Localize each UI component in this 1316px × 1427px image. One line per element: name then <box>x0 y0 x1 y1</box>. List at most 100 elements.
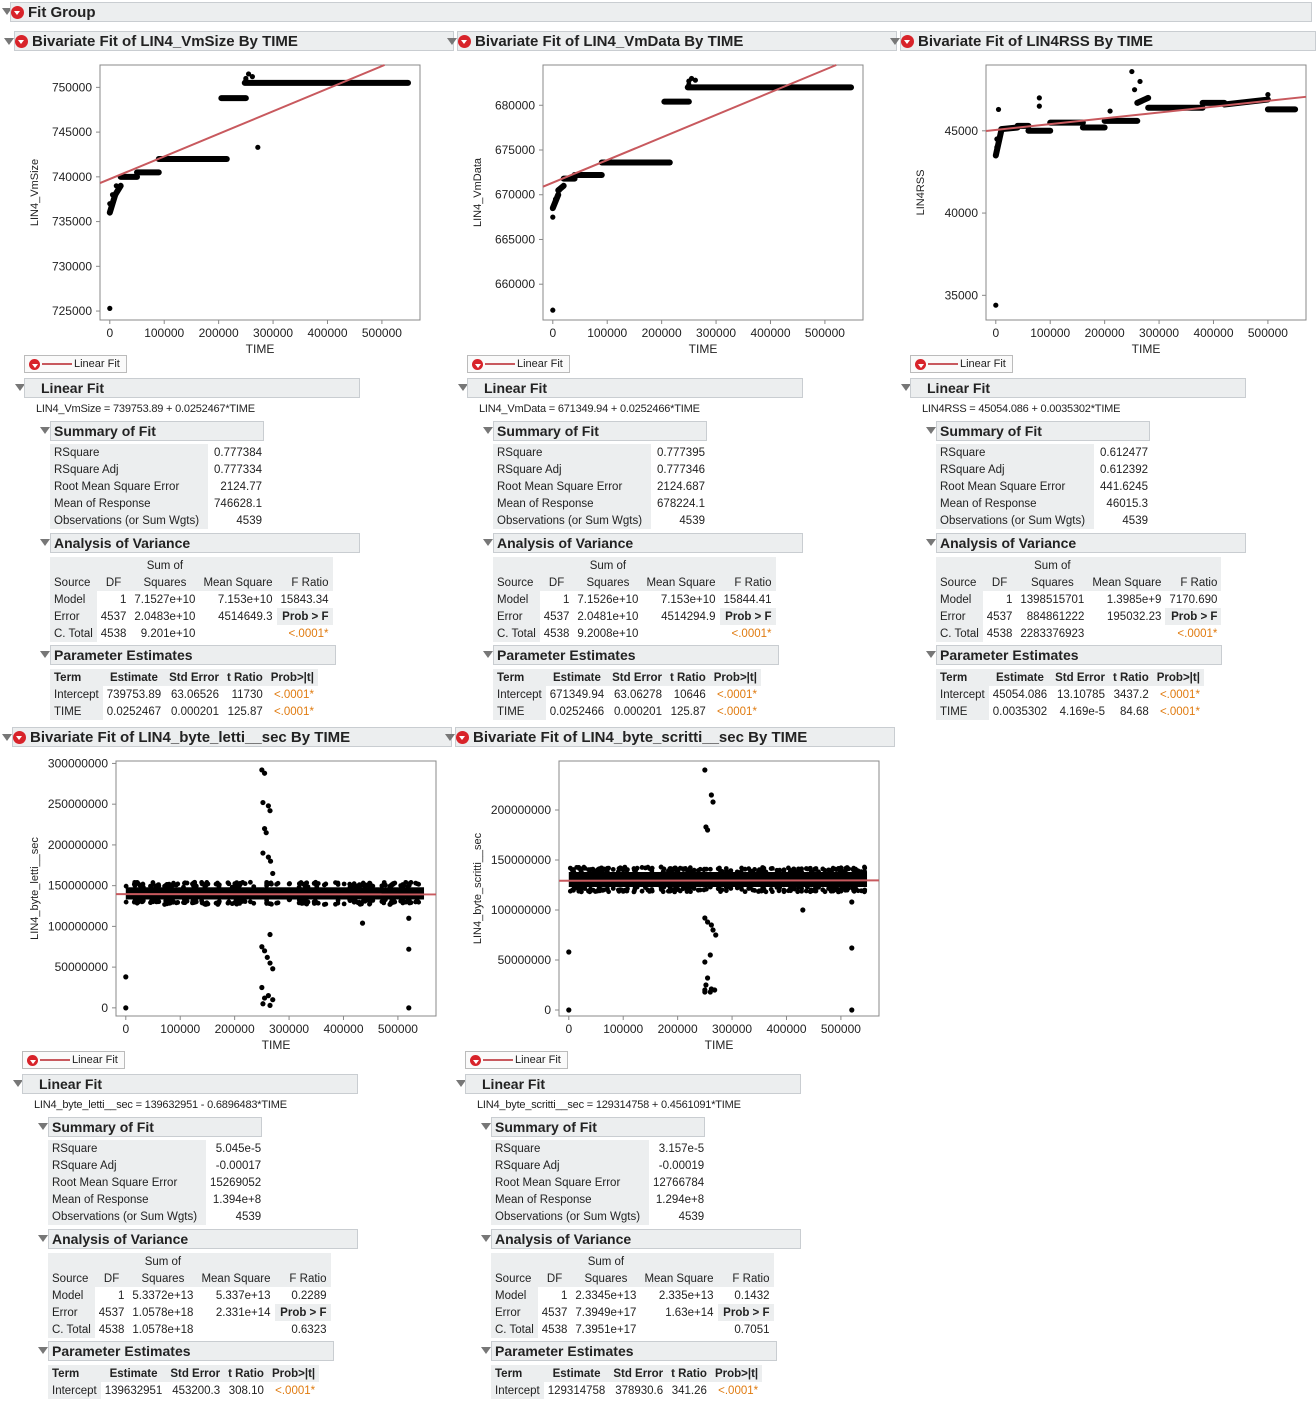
disclosure-icon[interactable] <box>483 651 493 658</box>
param-cell: 0.000201 <box>165 703 223 720</box>
data-point <box>403 900 408 905</box>
y-tick-label: 750000 <box>52 80 92 94</box>
data-point <box>226 899 231 904</box>
anova-cell: 4538 <box>983 625 1017 642</box>
linear-fit-legend[interactable]: Linear Fit <box>467 355 570 373</box>
summary-label: RSquare <box>48 1140 206 1157</box>
disclosure-icon[interactable] <box>481 1235 491 1242</box>
section-title: Analysis of Variance <box>940 535 1076 551</box>
data-point <box>705 827 710 832</box>
summary-value: -0.00019 <box>649 1157 708 1174</box>
data-point <box>829 868 834 873</box>
anova-header-cell: DF <box>95 1270 129 1287</box>
section-title: Summary of Fit <box>497 423 599 439</box>
data-point <box>557 188 562 193</box>
anova-cell: 7.3951e+17 <box>571 1321 640 1338</box>
prob-f-value: 0.7051 <box>718 1321 774 1338</box>
anova-header-cell: Squares <box>128 1270 197 1287</box>
x-tick-label: 200000 <box>199 326 239 340</box>
prob-f-label: Prob > F <box>275 1304 331 1321</box>
param-cell: 125.87 <box>223 703 267 720</box>
data-point <box>169 898 174 903</box>
red-triangle-menu-icon[interactable] <box>456 731 469 744</box>
disclosure-icon[interactable] <box>445 734 455 741</box>
disclosure-icon[interactable] <box>481 1123 491 1130</box>
data-point <box>267 881 272 886</box>
anova-source: C. Total <box>491 1321 538 1338</box>
linear-fit-legend[interactable]: Linear Fit <box>22 1051 125 1069</box>
data-point <box>862 866 867 871</box>
anova-header-cell: DF <box>538 1270 572 1287</box>
param-cell: 453200.3 <box>166 1382 224 1399</box>
disclosure-icon[interactable] <box>38 1235 48 1242</box>
prob-f-value: <.0001* <box>1165 625 1221 642</box>
disclosure-icon[interactable] <box>483 539 493 546</box>
red-triangle-menu-icon[interactable] <box>915 359 926 370</box>
data-point <box>199 880 204 885</box>
data-point <box>795 869 800 874</box>
linear-fit-legend[interactable]: Linear Fit <box>465 1051 568 1069</box>
data-point <box>151 882 156 887</box>
panel-title: Bivariate Fit of LIN4RSS By TIME <box>918 33 1153 50</box>
data-point <box>708 952 713 957</box>
anova-cell: 9.2008e+10 <box>573 625 642 642</box>
data-point <box>550 308 555 313</box>
anova-cell: 4538 <box>540 625 574 642</box>
disclosure-icon[interactable] <box>926 427 936 434</box>
summary-value: 0.777346 <box>651 461 709 478</box>
data-point <box>735 886 740 891</box>
y-axis-label: LIN4RSS <box>915 170 927 216</box>
red-triangle-menu-icon[interactable] <box>11 6 24 19</box>
param-term: Intercept <box>491 1382 544 1399</box>
summary-label: Mean of Response <box>48 1191 206 1208</box>
summary-label: RSquare <box>493 444 651 461</box>
red-triangle-menu-icon[interactable] <box>458 35 471 48</box>
red-triangle-menu-icon[interactable] <box>27 1055 38 1066</box>
anova-cell: 5.337e+13 <box>197 1287 274 1304</box>
panel-header: Bivariate Fit of LIN4_VmSize By TIME <box>14 31 454 51</box>
data-point <box>1129 69 1134 74</box>
disclosure-icon[interactable] <box>447 38 457 45</box>
data-point <box>238 899 243 904</box>
x-tick-label: 400000 <box>766 1022 806 1036</box>
red-triangle-menu-icon[interactable] <box>29 359 40 370</box>
data-point <box>993 303 998 308</box>
disclosure-icon[interactable] <box>481 1347 491 1354</box>
disclosure-icon[interactable] <box>483 427 493 434</box>
x-tick-label: 300000 <box>269 1022 309 1036</box>
red-triangle-menu-icon[interactable] <box>470 1055 481 1066</box>
red-triangle-menu-icon[interactable] <box>15 35 28 48</box>
disclosure-icon[interactable] <box>2 734 12 741</box>
data-point <box>605 869 610 874</box>
param-cell: 139632951 <box>101 1382 167 1399</box>
data-point <box>645 865 650 870</box>
disclosure-icon[interactable] <box>40 651 50 658</box>
anova-source: Error <box>493 608 540 625</box>
fit-equation: LIN4_VmSize = 739753.89 + 0.0252467*TIME <box>36 403 255 415</box>
data-point <box>107 306 112 311</box>
red-triangle-menu-icon[interactable] <box>472 359 483 370</box>
y-tick-label: 300000000 <box>48 756 108 770</box>
section-title: Linear Fit <box>927 380 990 396</box>
disclosure-icon[interactable] <box>38 1347 48 1354</box>
disclosure-icon[interactable] <box>40 427 50 434</box>
fit-group-title: Fit Group <box>28 4 96 21</box>
x-tick-label: 400000 <box>750 326 790 340</box>
linear-fit-legend[interactable]: Linear Fit <box>910 355 1013 373</box>
disclosure-icon[interactable] <box>926 651 936 658</box>
prob-f-label: Prob > F <box>720 608 776 625</box>
red-triangle-menu-icon[interactable] <box>901 35 914 48</box>
disclosure-icon[interactable] <box>926 539 936 546</box>
red-triangle-menu-icon[interactable] <box>13 731 26 744</box>
x-tick-label: 300000 <box>696 326 736 340</box>
disclosure-icon[interactable] <box>40 539 50 546</box>
disclosure-icon[interactable] <box>4 38 14 45</box>
param-term: TIME <box>493 703 546 720</box>
data-point <box>262 948 267 953</box>
disclosure-icon[interactable] <box>890 38 900 45</box>
disclosure-icon[interactable] <box>38 1123 48 1130</box>
param-header-cell: Estimate <box>103 669 165 686</box>
linear-fit-legend[interactable]: Linear Fit <box>24 355 127 373</box>
